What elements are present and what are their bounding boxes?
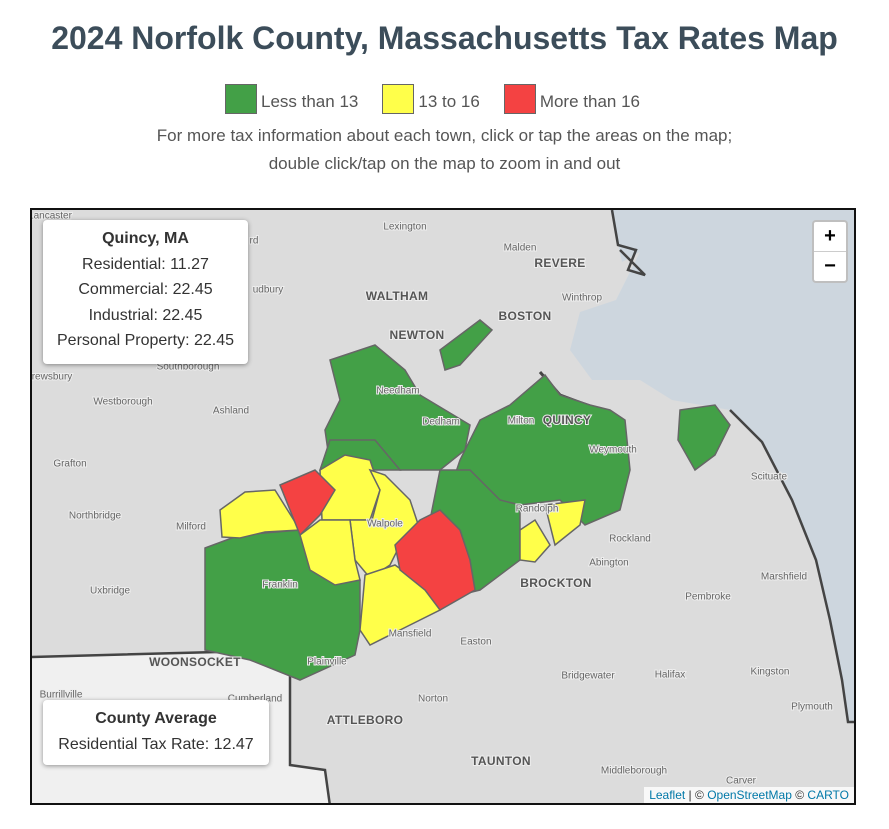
town[interactable]	[677, 404, 731, 472]
place-label: Norton	[418, 694, 448, 705]
legend-label: Less than 13	[261, 92, 359, 111]
place-label: Uxbridge	[90, 586, 130, 597]
attribution: Leaflet | © OpenStreetMap © CARTO	[644, 787, 854, 803]
info-row: Residential: 11.27	[82, 255, 209, 273]
place-label: Winthrop	[562, 293, 602, 304]
attribution-text: | ©	[685, 788, 708, 802]
place-label: WALTHAM	[366, 289, 429, 303]
place-label: ATTLEBORO	[327, 713, 403, 727]
zoom-control: + −	[812, 220, 848, 283]
place-label: Abington	[589, 558, 628, 569]
town[interactable]	[394, 509, 476, 611]
state-border	[32, 648, 331, 803]
place-label: Weymouth	[589, 445, 637, 456]
place-label: rewsbury	[32, 372, 73, 383]
place-label: Plymouth	[791, 702, 833, 713]
place-label: Marshfield	[761, 572, 807, 583]
place-label: Middleborough	[601, 766, 667, 777]
place-label: Mansfield	[389, 629, 432, 640]
average-text: Residential Tax Rate: 12.47	[58, 735, 254, 753]
legend: Less than 13 13 to 16 More than 16	[0, 84, 889, 114]
instruction: For more tax information about each town…	[156, 126, 733, 145]
place-label: WOONSOCKET	[149, 655, 241, 669]
attribution-text: ©	[791, 788, 808, 802]
map[interactable]: Lancaster Lexington Malden REVERE rd udbury WA…	[30, 208, 856, 805]
average-title: County Average	[95, 710, 217, 727]
place-label: BOSTON	[499, 309, 552, 323]
place-label: Milton	[508, 416, 535, 427]
legend-swatch	[503, 84, 536, 114]
place-label: udbury	[253, 285, 284, 296]
place-label: Carver	[726, 776, 757, 787]
place-label: Kingston	[751, 667, 790, 678]
info-title: Quincy, MA	[102, 230, 189, 247]
place-label: NEWTON	[390, 328, 445, 342]
place-labels: Lancaster Lexington Malden REVERE rd udbury WA…	[30, 210, 834, 788]
zoom-out[interactable]: −	[814, 251, 846, 281]
place-label: Burrillville	[40, 690, 83, 701]
zoom-in[interactable]: +	[824, 225, 836, 247]
town[interactable]	[544, 499, 586, 547]
average-box: County Average Residential Tax Rate: 12.…	[43, 700, 269, 765]
ocean	[570, 210, 854, 722]
place-label: Malden	[504, 243, 537, 254]
place-label: Halifax	[655, 670, 686, 681]
place-label: Pembroke	[685, 592, 731, 603]
info-row: Commercial: 22.45	[78, 281, 213, 298]
place-label: Easton	[460, 637, 491, 648]
place-label: Randolph	[516, 504, 559, 515]
attribution-link[interactable]: Leaflet	[649, 788, 686, 802]
place-label: Milford	[176, 522, 206, 533]
legend-swatch	[225, 84, 257, 114]
place-label: Lexington	[383, 222, 426, 233]
place-label: rd	[250, 236, 259, 247]
place-label: BROCKTON	[520, 576, 592, 590]
place-label: Bridgewater	[561, 671, 615, 682]
place-label: Plainville	[307, 657, 347, 668]
place-label: Franklin	[262, 580, 298, 591]
place-label: Rockland	[609, 534, 651, 545]
legend-label: 13 to 16	[418, 92, 480, 111]
towns[interactable]	[204, 319, 731, 681]
place-label: Ashland	[213, 406, 249, 417]
legend-swatch	[382, 84, 415, 114]
coastline	[610, 210, 646, 277]
place-label: Grafton	[53, 459, 86, 470]
coastline	[729, 409, 854, 724]
instruction: double click/tap on the map to zoom in a…	[268, 154, 621, 173]
town[interactable]	[519, 518, 551, 563]
place-label: Scituate	[751, 472, 788, 483]
town[interactable]	[219, 489, 302, 539]
legend-label: More than 16	[539, 92, 640, 111]
info-row: Industrial: 22.45	[88, 306, 203, 324]
info-box: Quincy, MA Residential: 11.27 Commercial…	[43, 220, 248, 364]
title: 2024 Norfolk County, Massachusetts Tax R…	[51, 20, 838, 56]
town[interactable]	[439, 319, 494, 371]
place-label: Northbridge	[69, 511, 122, 522]
place-label: QUINCY	[543, 413, 591, 427]
info-row: Personal Property: 22.45	[57, 332, 234, 349]
town[interactable]	[279, 469, 336, 537]
place-label: Needham	[376, 386, 419, 397]
place-label: Lancaster	[30, 211, 73, 222]
place-label: TAUNTON	[471, 754, 531, 768]
attribution-link[interactable]: OpenStreetMap	[707, 788, 792, 802]
town[interactable]	[324, 344, 471, 471]
place-label: Dedham	[422, 417, 460, 428]
town[interactable]	[299, 519, 361, 586]
place-label: REVERE	[534, 256, 585, 270]
place-label: Westborough	[93, 397, 152, 408]
attribution-link[interactable]: CARTO	[807, 788, 849, 802]
place-label: Walpole	[367, 519, 403, 530]
